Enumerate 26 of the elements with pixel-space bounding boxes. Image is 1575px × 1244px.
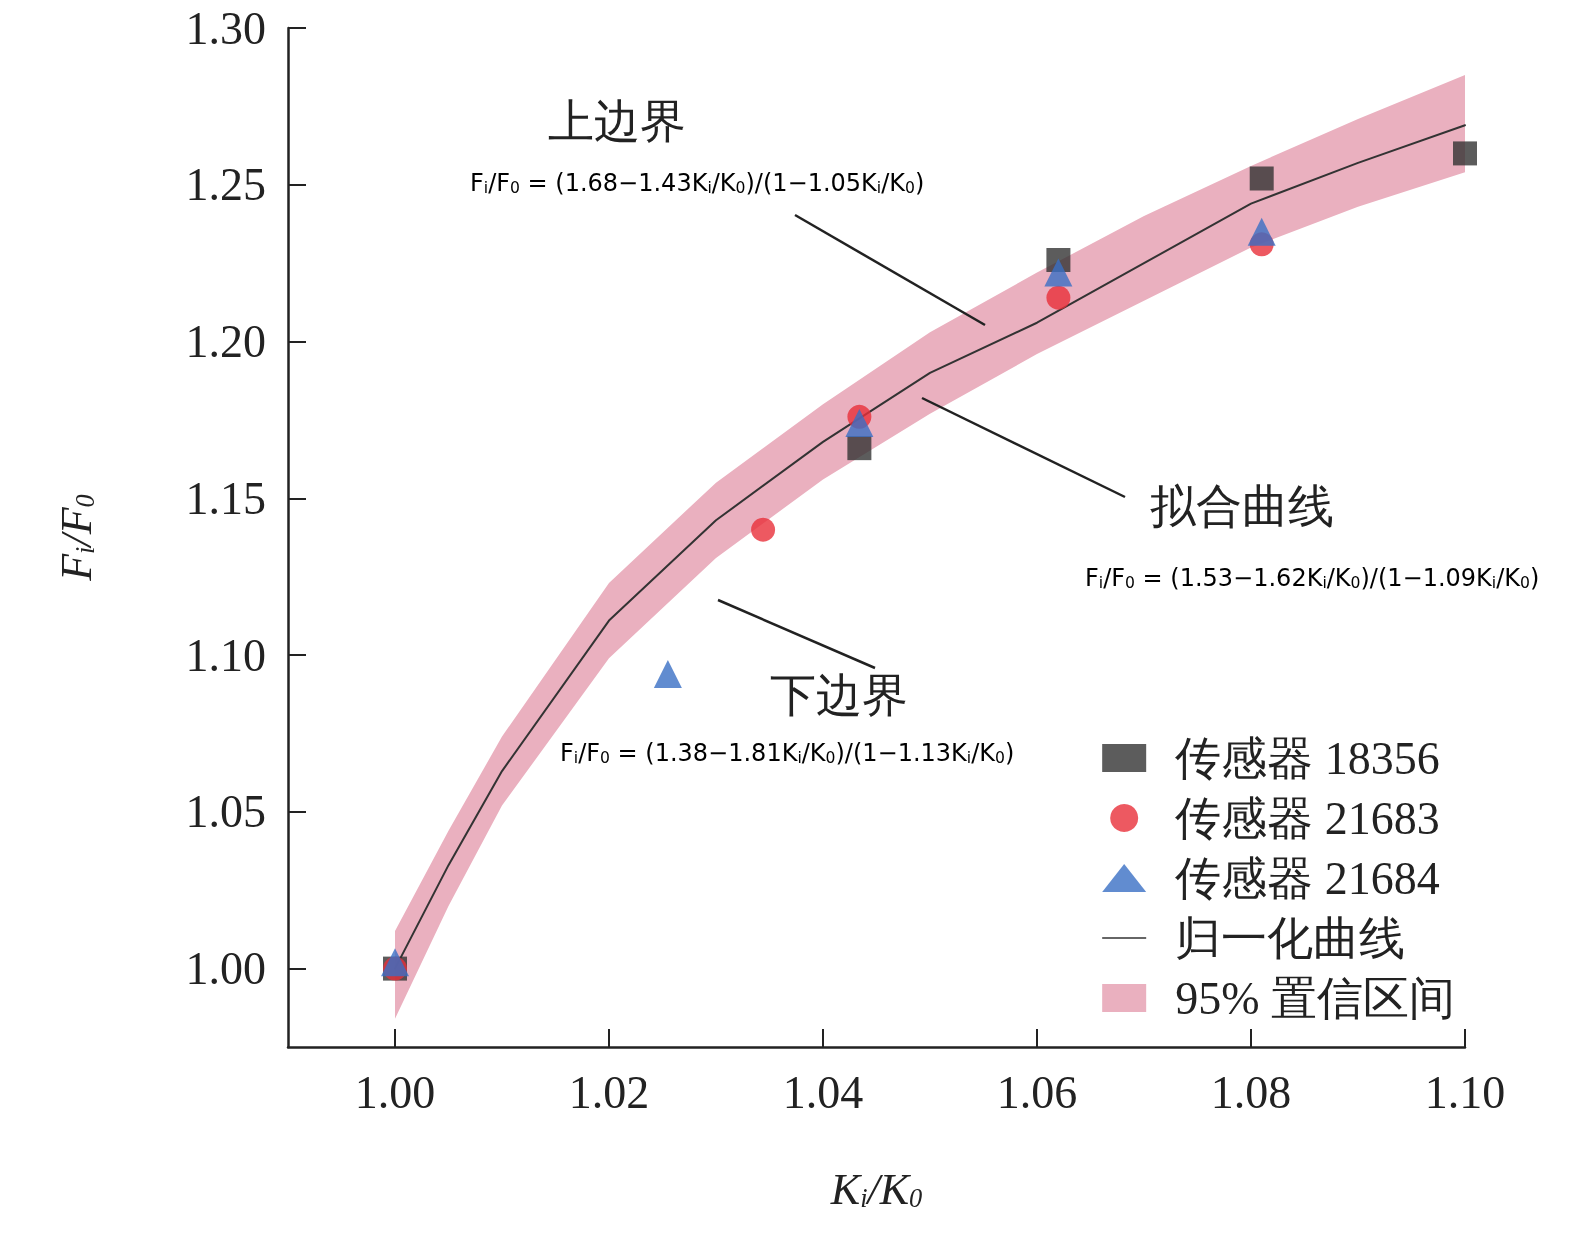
y-tick-label: 1.30 (185, 2, 266, 54)
y-tick-label: 1.05 (185, 786, 266, 838)
x-tick-label: 1.06 (996, 1066, 1078, 1118)
y-tick-label: 1.25 (185, 159, 266, 211)
y-tick-label: 1.20 (185, 316, 266, 368)
x-axis-title: Ki/K0 (829, 1164, 923, 1214)
text: Fi/F0 = (1.68−1.43Ki/K0)/(1−1.05Ki/K0) (470, 168, 925, 197)
y-tick-label: 1.15 (185, 472, 266, 524)
annotation: 下边界 (770, 669, 908, 721)
legend-label: 传感器 18356 (1175, 732, 1440, 784)
annotation: 拟合曲线 (1150, 480, 1334, 532)
text: Fi/F0 = (1.38−1.81Ki/K0)/(1−1.13Ki/K0) (560, 738, 1015, 767)
y-axis-title: Fi/F0 (51, 494, 101, 582)
x-tick-label: 1.00 (354, 1066, 436, 1118)
legend-label: 传感器 21684 (1175, 852, 1440, 904)
annotation: 上边界 (548, 95, 686, 147)
legend-label: 传感器 21683 (1175, 792, 1440, 844)
y-tick-label: 1.10 (185, 629, 266, 681)
x-tick-label: 1.04 (782, 1066, 864, 1118)
legend-label: 归一化曲线 (1175, 912, 1406, 964)
x-tick-label: 1.08 (1210, 1066, 1292, 1118)
legend-label: 95% 置信区间 (1175, 972, 1456, 1024)
x-tick-label: 1.02 (568, 1066, 650, 1118)
text: Fi/F0 = (1.53−1.62Ki/K0)/(1−1.09Ki/K0) (1085, 563, 1540, 592)
y-tick-label: 1.00 (185, 943, 266, 995)
x-tick-label: 1.10 (1424, 1066, 1506, 1118)
